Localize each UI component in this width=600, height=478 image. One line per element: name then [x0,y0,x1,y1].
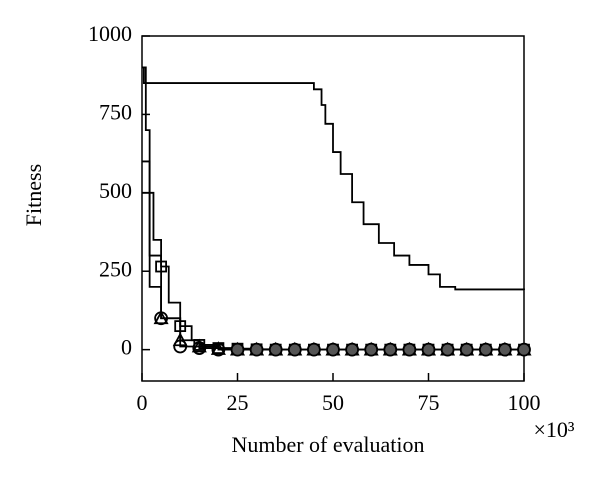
y-tick-label: 1000 [88,21,132,46]
x-tick-label: 75 [418,390,440,415]
marker [440,342,455,357]
marker [326,342,340,357]
y-tick-label: 750 [99,99,132,124]
marker [497,342,512,357]
y-tick-label: 250 [99,256,132,281]
marker [364,342,379,357]
plot-frame [141,35,525,382]
x-tick-label: 0 [137,390,148,415]
marker [173,339,188,354]
marker [478,342,493,357]
marker [459,342,474,357]
series-line [142,66,525,291]
marker [306,342,321,357]
marker [192,341,207,355]
marker [211,342,226,357]
marker [402,342,417,357]
marker [230,342,245,357]
marker [421,342,436,357]
x-axis-label: Number of evaluation [231,432,424,457]
marker [287,342,302,357]
series-line [142,66,524,351]
marker [154,311,169,326]
marker [268,342,283,357]
marker [383,342,398,357]
marker [517,342,531,357]
marker [345,342,360,357]
marker [249,342,264,357]
x-tick-label: 25 [227,390,249,415]
y-tick-label: 500 [99,178,132,203]
series-line [142,191,524,351]
y-tick-label: 0 [121,335,132,360]
x-multiplier: ×10³ [533,417,574,442]
y-axis-label: Fitness [21,164,46,226]
series-line [142,160,524,351]
x-tick-label: 50 [322,390,344,415]
x-tick-label: 100 [508,390,541,415]
